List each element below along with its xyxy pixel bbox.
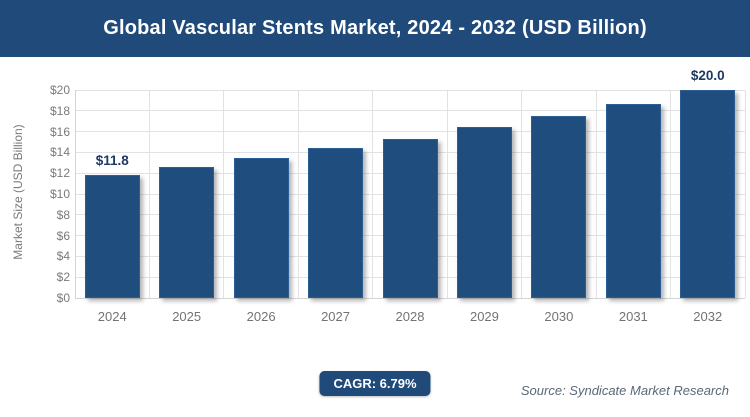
gridline-vertical xyxy=(372,90,374,298)
gridline-vertical xyxy=(297,90,299,298)
gridline-vertical xyxy=(148,90,150,298)
x-tick-label: 2026 xyxy=(246,309,276,324)
gridline-vertical xyxy=(744,90,746,298)
bar-2026 xyxy=(233,157,289,298)
bar-2031 xyxy=(605,103,661,298)
x-axis-tick-labels: 2024 2025 2026 2027 2028 2029 2030 2031 2032 xyxy=(75,309,745,327)
gridline-vertical xyxy=(521,90,523,298)
y-tick-label: $18 xyxy=(49,103,70,118)
y-tick-label: $6 xyxy=(56,228,70,243)
y-tick-label: $0 xyxy=(56,291,70,305)
bar-2030 xyxy=(531,116,587,298)
x-tick-label: 2030 xyxy=(544,309,574,324)
bar-2032 xyxy=(680,90,736,298)
gridline-vertical xyxy=(223,90,225,298)
y-axis-tick-labels: $0 $2 $4 $6 $8 $10 $12 $14 $16 $18 $20 xyxy=(0,83,70,305)
y-axis-line xyxy=(74,90,76,298)
gridline-horizontal xyxy=(75,110,745,112)
bar-2028 xyxy=(382,138,438,298)
data-label-2024: $11.8 xyxy=(95,153,129,169)
y-tick-label: $8 xyxy=(56,207,70,222)
bar-2024 xyxy=(84,175,140,298)
y-tick-label: $20 xyxy=(49,83,70,97)
x-tick-label: 2031 xyxy=(618,309,648,324)
gridline-vertical xyxy=(446,90,448,298)
x-tick-label: 2028 xyxy=(395,309,425,324)
source-attribution: Source: Syndicate Market Research xyxy=(520,383,729,398)
cagr-badge: CAGR: 6.79% xyxy=(319,371,431,396)
gridline-horizontal xyxy=(75,297,745,299)
y-tick-label: $2 xyxy=(56,270,70,285)
gridline-vertical xyxy=(595,90,597,298)
gridline-horizontal xyxy=(75,131,745,133)
y-tick-label: $10 xyxy=(49,187,70,201)
gridline-vertical xyxy=(670,90,672,298)
data-label-2032: $20.0 xyxy=(690,68,725,83)
bar-2025 xyxy=(159,166,215,298)
y-tick-label: $4 xyxy=(56,249,70,264)
x-tick-label: 2025 xyxy=(172,309,202,324)
y-tick-label: $16 xyxy=(49,124,70,139)
x-tick-label: 2029 xyxy=(469,309,499,324)
bar-2027 xyxy=(308,148,364,298)
y-tick-label: $14 xyxy=(49,145,70,160)
x-tick-label: 2027 xyxy=(321,309,350,324)
x-tick-label: 2032 xyxy=(693,309,723,324)
x-tick-label: 2024 xyxy=(97,309,127,324)
bar-2029 xyxy=(456,127,512,298)
y-tick-label: $12 xyxy=(49,166,70,181)
plot-area: $11.8 $20.0 xyxy=(74,68,746,299)
gridline-horizontal xyxy=(75,89,745,91)
cagr-badge-label: CAGR: 6.79% xyxy=(333,376,417,391)
chart-title: Global Vascular Stents Market, 2024 - 20… xyxy=(103,17,647,39)
chart-title-banner: Global Vascular Stents Market, 2024 - 20… xyxy=(0,0,750,57)
